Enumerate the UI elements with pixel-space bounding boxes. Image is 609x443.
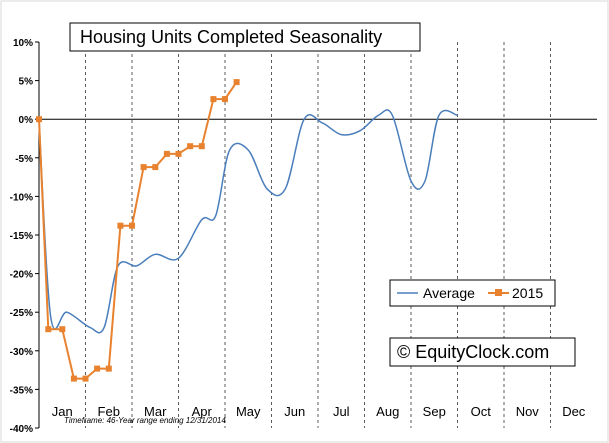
- series-2015-point: [117, 222, 124, 229]
- legend-2015-marker: [495, 289, 502, 296]
- brand-box: © EquityClock.com: [389, 337, 576, 367]
- chart-title: Housing Units Completed Seasonality: [80, 27, 382, 47]
- series-2015-point: [129, 222, 135, 229]
- series-2015-point: [175, 150, 182, 157]
- y-tick-label: -25%: [10, 308, 33, 319]
- series-2015-point: [105, 365, 112, 372]
- y-tick-label: -20%: [10, 270, 33, 281]
- x-tick-label: Jun: [284, 404, 305, 419]
- series-2015-point: [36, 116, 42, 123]
- x-tick-label: May: [236, 404, 261, 419]
- chart-title-box: Housing Units Completed Seasonality: [69, 22, 421, 52]
- y-tick-label: 5%: [19, 77, 34, 88]
- x-tick-label: Jan: [52, 404, 73, 419]
- x-tick-label: Jul: [333, 404, 350, 419]
- legend-average-label: Average: [423, 285, 475, 301]
- y-tick-label: 10%: [13, 38, 33, 49]
- y-tick-labels: 10% 5% 0% -5% -10% -15% -20% -25% -30% -35% -40%: [10, 38, 39, 435]
- series-2015-line: [38, 81, 238, 380]
- series-2015-point: [233, 79, 240, 86]
- x-tick-label: Oct: [471, 404, 492, 419]
- brand-label: © EquityClock.com: [397, 342, 549, 362]
- y-tick-label: 0%: [19, 115, 34, 126]
- legend-2015-label: 2015: [512, 285, 543, 301]
- series-2015-point: [82, 375, 89, 382]
- grid-layer: [85, 42, 551, 428]
- y-tick-label: -10%: [10, 192, 33, 203]
- timeframe-footnote: Timeframe: 46-Year range ending 12/31/20…: [64, 416, 226, 425]
- x-tick-label: Aug: [376, 404, 399, 419]
- x-tick-label: Apr: [192, 404, 213, 419]
- y-tick-label: -30%: [10, 347, 33, 358]
- x-tick-label: Dec: [562, 404, 586, 419]
- y-tick-label: -5%: [15, 154, 33, 165]
- y-tick-label: -40%: [10, 424, 33, 435]
- series-2015-point: [59, 326, 66, 333]
- series-2015-point: [152, 164, 159, 171]
- series-2015-point: [198, 143, 205, 150]
- series-2015-point: [140, 164, 147, 171]
- y-tick-label: -15%: [10, 231, 33, 242]
- x-tick-label: Sep: [423, 404, 446, 419]
- x-tick-labels: Jan Feb Mar Apr May Jun Jul Aug Sep Oct Nov Dec: [52, 404, 586, 419]
- x-tick-label: Nov: [516, 404, 540, 419]
- x-tick-label: Feb: [98, 404, 120, 419]
- series-2015-point: [45, 326, 52, 333]
- series-layer: [36, 79, 458, 382]
- series-2015-point: [94, 365, 101, 372]
- y-tick-label: -35%: [10, 385, 33, 396]
- series-average-line: [38, 109, 458, 334]
- series-2015-point: [163, 150, 170, 157]
- series-2015-point: [210, 96, 217, 103]
- series-2015-point: [187, 143, 194, 150]
- x-tick-label: Mar: [144, 404, 167, 419]
- series-2015-point: [222, 96, 228, 103]
- series-2015-point: [70, 375, 77, 382]
- legend: Average 2015: [389, 279, 556, 307]
